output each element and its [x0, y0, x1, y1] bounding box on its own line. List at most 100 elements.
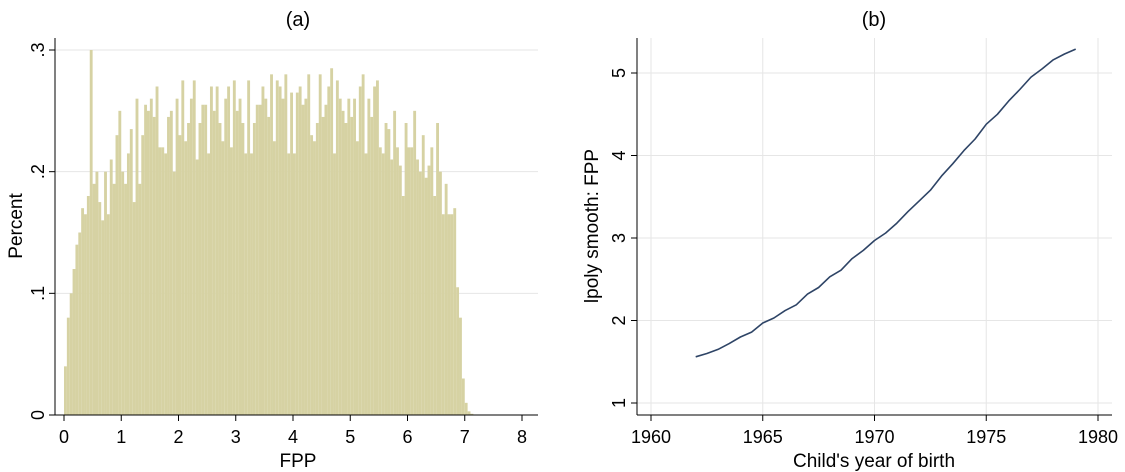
y-axis-label: Percent: [6, 193, 27, 259]
histogram-bar: [132, 202, 136, 415]
histogram-bars: [64, 50, 474, 416]
y-tick-label: .2: [28, 164, 48, 179]
histogram-bar: [169, 110, 173, 415]
histogram-bar: [198, 123, 202, 415]
histogram-bar: [370, 116, 374, 416]
histogram-bar: [433, 196, 437, 415]
x-tick-label: 1975: [966, 427, 1006, 447]
histogram-bar: [187, 123, 190, 415]
histogram-bar: [69, 293, 73, 415]
x-tick-label: 1: [116, 427, 126, 447]
histogram-bar: [387, 129, 391, 416]
histogram-bar: [250, 153, 253, 415]
histogram-bar: [230, 147, 233, 416]
x-tick-label: 1960: [631, 427, 671, 447]
x-tick-label: 4: [288, 427, 298, 447]
histogram-bar: [281, 98, 285, 416]
histogram-bar: [318, 74, 322, 415]
histogram-bar: [301, 104, 305, 415]
x-axis-label: Child's year of birth: [793, 451, 955, 472]
gridlines: [637, 38, 1112, 415]
histogram-bar: [438, 171, 442, 415]
histogram-bar: [124, 183, 127, 415]
histogram-bar: [327, 86, 331, 415]
histogram-bar: [167, 116, 170, 416]
histogram-bar: [310, 135, 314, 415]
x-tick-label: 1980: [1078, 427, 1118, 447]
y-tick-label: .3: [28, 42, 48, 57]
y-tick-label: 2: [609, 315, 629, 325]
histogram-bar: [361, 74, 365, 415]
histogram-bar: [384, 123, 388, 415]
histogram-bar: [221, 141, 225, 415]
x-tick-label: 0: [59, 427, 69, 447]
histogram-bar: [118, 110, 122, 415]
histogram-bar: [447, 214, 451, 415]
histogram-bar: [227, 86, 231, 415]
histogram-bar: [112, 183, 116, 415]
histogram-bar: [164, 153, 168, 415]
histogram-bar: [224, 98, 228, 416]
histogram-bar: [189, 98, 193, 416]
histogram-bar: [106, 214, 110, 415]
histogram-bar: [178, 135, 182, 415]
histogram-bar: [92, 183, 96, 415]
histogram-bar: [298, 86, 302, 415]
y-tick-label: 3: [609, 233, 629, 243]
histogram-bar: [121, 171, 125, 415]
histogram-bar: [238, 98, 242, 416]
y-axis-label: lpoly smooth: FPP: [582, 149, 603, 303]
histogram-bar: [313, 141, 316, 415]
line-panel: (b) 1960 1965 1970 1975 1980 1 2 3 4 5 Child's y…: [582, 9, 1118, 472]
histogram-bar: [144, 104, 148, 415]
histogram-bar: [358, 86, 362, 415]
histogram-bar: [109, 159, 113, 415]
histogram-bar: [138, 183, 142, 415]
histogram-bar: [98, 202, 102, 415]
histogram-bar: [307, 74, 311, 415]
histogram-bar: [461, 378, 465, 415]
histogram-bar: [232, 80, 236, 416]
histogram-bar: [404, 123, 408, 415]
histogram-bar: [204, 104, 208, 415]
histogram-bar: [115, 135, 119, 415]
y-tick-label: .1: [28, 286, 48, 301]
histogram-bar: [364, 153, 368, 415]
histogram-bar: [344, 123, 348, 415]
histogram-bar: [378, 147, 382, 416]
histogram-bar: [235, 110, 239, 415]
histogram-bar: [244, 153, 248, 415]
histogram-bar: [441, 214, 445, 415]
histogram-bar: [212, 110, 216, 415]
histogram-bar: [255, 104, 259, 415]
histogram-bar: [381, 153, 385, 415]
histogram-bar: [335, 80, 339, 416]
series-line: [695, 48, 1077, 358]
y-tick-label: 0: [28, 410, 48, 420]
histogram-bar: [149, 98, 153, 416]
histogram-bar: [376, 80, 379, 416]
x-tick-label: 2: [173, 427, 183, 447]
histogram-bar: [353, 98, 356, 416]
histogram-bar: [270, 74, 273, 415]
histogram-bar: [464, 402, 468, 415]
x-tick-label: 1965: [743, 427, 783, 447]
histogram-bar: [135, 98, 139, 416]
histogram-bar: [95, 171, 99, 415]
histogram-bar: [324, 104, 328, 415]
x-tick-label: 6: [402, 427, 412, 447]
histogram-bar: [390, 159, 394, 415]
histogram-bar: [201, 104, 205, 415]
histogram-bar: [184, 141, 188, 415]
histogram-bar: [66, 317, 70, 415]
x-axis-label: FPP: [280, 451, 317, 472]
histogram-bar: [410, 147, 414, 416]
histogram-bar: [436, 123, 439, 415]
histogram-bar: [373, 86, 377, 415]
histogram-bar: [247, 80, 251, 416]
histogram-bar: [101, 220, 105, 415]
histogram-bar: [456, 287, 460, 415]
x-ticks: 1960 1965 1970 1975 1980: [631, 415, 1118, 447]
histogram-bar: [413, 110, 417, 415]
histogram-bar: [321, 116, 325, 416]
